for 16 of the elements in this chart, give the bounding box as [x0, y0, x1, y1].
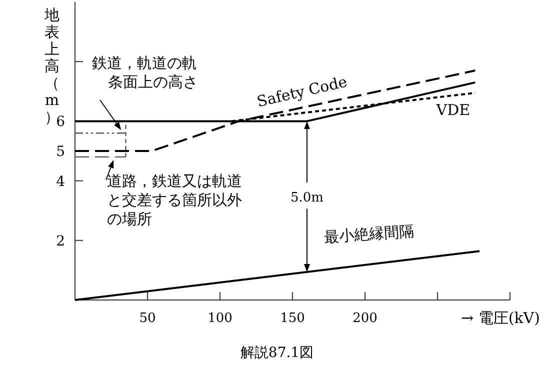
y-tick-label: 6 — [56, 114, 66, 130]
x-tick-label: 100 — [208, 311, 232, 326]
text: 解説87.1図 — [240, 345, 314, 361]
annotation: 道路，鉄道又は軌道と交差する箇所以外の場所 — [107, 172, 242, 228]
annotation: 鉄道，軌道の軌条面上の高さ — [92, 54, 198, 91]
x-axis-title: → 電圧(kV) — [461, 309, 540, 327]
series-label: 最小絶縁間隔 — [324, 222, 415, 246]
x-tick-label: 50 — [139, 311, 156, 326]
series-label: VDE — [435, 100, 470, 119]
x-tick-label: 200 — [352, 311, 378, 326]
x-tick-label: 150 — [280, 311, 305, 326]
y-tick-label: 5 — [56, 144, 65, 160]
y-tick-label: 4 — [56, 174, 66, 190]
y-tick-label: 2 — [56, 233, 65, 250]
annotation: 5.0m — [290, 190, 324, 206]
text: Safety Code — [255, 72, 349, 111]
